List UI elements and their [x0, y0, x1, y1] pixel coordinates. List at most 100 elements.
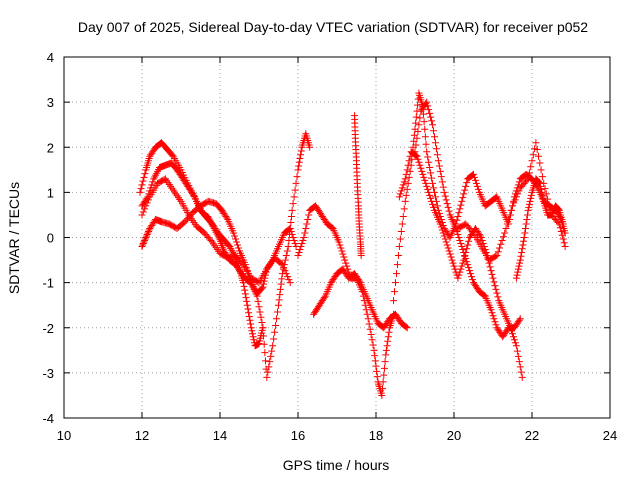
data-point: [457, 265, 465, 273]
data-point: [535, 179, 543, 187]
data-point: [398, 184, 406, 192]
data-point: [402, 323, 410, 331]
data-point: [384, 333, 392, 341]
data-point: [505, 215, 513, 223]
data-point: [365, 320, 373, 328]
data-point: [424, 153, 432, 161]
data-point: [560, 239, 568, 247]
y-tick-label: -1: [42, 276, 54, 291]
data-point: [268, 347, 276, 355]
data-point: [518, 249, 526, 257]
data-point: [433, 151, 441, 159]
data-point: [258, 284, 266, 292]
data-point: [265, 363, 273, 371]
data-point: [437, 173, 445, 181]
data-point: [271, 328, 279, 336]
data-point: [277, 280, 285, 288]
data-point: [559, 220, 567, 228]
data-point: [464, 261, 472, 269]
data-point: [445, 247, 453, 255]
data-point: [380, 371, 388, 379]
data-point: [282, 252, 290, 260]
data-point: [287, 227, 295, 235]
data-point: [371, 357, 379, 365]
data-point: [246, 316, 254, 324]
data-point: [462, 255, 470, 263]
data-point: [370, 346, 378, 354]
data-point: [403, 324, 411, 332]
data-point: [538, 191, 546, 199]
data-point: [281, 256, 289, 264]
data-point: [366, 325, 374, 333]
data-point: [340, 253, 348, 261]
data-point: [442, 196, 450, 204]
data-point: [231, 232, 239, 240]
data-point: [287, 218, 295, 226]
data-point: [487, 306, 495, 314]
axis-ticks: [63, 56, 611, 419]
data-point: [435, 162, 443, 170]
data-point: [431, 133, 438, 141]
data-point: [444, 244, 452, 252]
data-point: [436, 220, 444, 228]
data-point: [249, 333, 257, 341]
data-point: [450, 262, 458, 270]
data-point: [141, 170, 149, 178]
data-point: [422, 140, 430, 148]
data-point: [509, 330, 516, 338]
data-point: [145, 196, 152, 204]
data-point: [424, 102, 432, 110]
data-point: [259, 324, 267, 332]
data-point: [468, 273, 476, 281]
data-point: [514, 352, 522, 360]
data-point: [467, 270, 475, 278]
data-point: [390, 297, 398, 305]
data-point: [264, 368, 272, 376]
data-point: [262, 357, 269, 365]
data-point: [250, 336, 258, 344]
data-point: [278, 275, 286, 283]
data-point: [470, 170, 477, 178]
data-point: [339, 250, 347, 258]
data-point: [414, 155, 422, 163]
data-point: [453, 227, 461, 235]
data-point: [289, 200, 297, 208]
data-point: [363, 310, 371, 318]
data-point: [141, 235, 149, 243]
data-point: [357, 252, 365, 260]
data-point: [335, 238, 343, 246]
data-point: [398, 220, 406, 228]
data-point: [373, 367, 381, 375]
data-point: [247, 320, 255, 328]
data-point: [509, 202, 516, 210]
y-tick-labels: -4 -3 -2 -1 0 1 2 3 4: [42, 50, 54, 426]
x-tick-labels: 10 12 14 16 18 20 22 24: [57, 428, 617, 443]
data-point: [394, 252, 402, 260]
data-point: [405, 157, 413, 165]
data-point: [555, 206, 563, 214]
data-point: [525, 169, 533, 177]
data-point: [489, 274, 497, 282]
data-point: [418, 167, 426, 175]
data-point: [292, 179, 300, 187]
series-trace-c: [138, 197, 300, 298]
data-point: [139, 241, 147, 249]
data-point: [139, 177, 147, 185]
y-tick-label: 3: [47, 95, 54, 110]
data-point: [523, 215, 531, 223]
data-point: [461, 252, 469, 260]
data-point: [414, 127, 422, 135]
data-point: [437, 223, 445, 231]
data-point: [293, 173, 301, 181]
data-point: [367, 331, 375, 339]
data-point: [502, 224, 510, 232]
data-point: [397, 187, 405, 195]
data-point: [458, 243, 466, 251]
data-point: [427, 113, 435, 121]
data-point: [507, 206, 515, 214]
data-point: [515, 178, 523, 186]
series-trace-g: [351, 112, 365, 260]
data-point: [535, 152, 542, 160]
data-point: [516, 315, 524, 323]
